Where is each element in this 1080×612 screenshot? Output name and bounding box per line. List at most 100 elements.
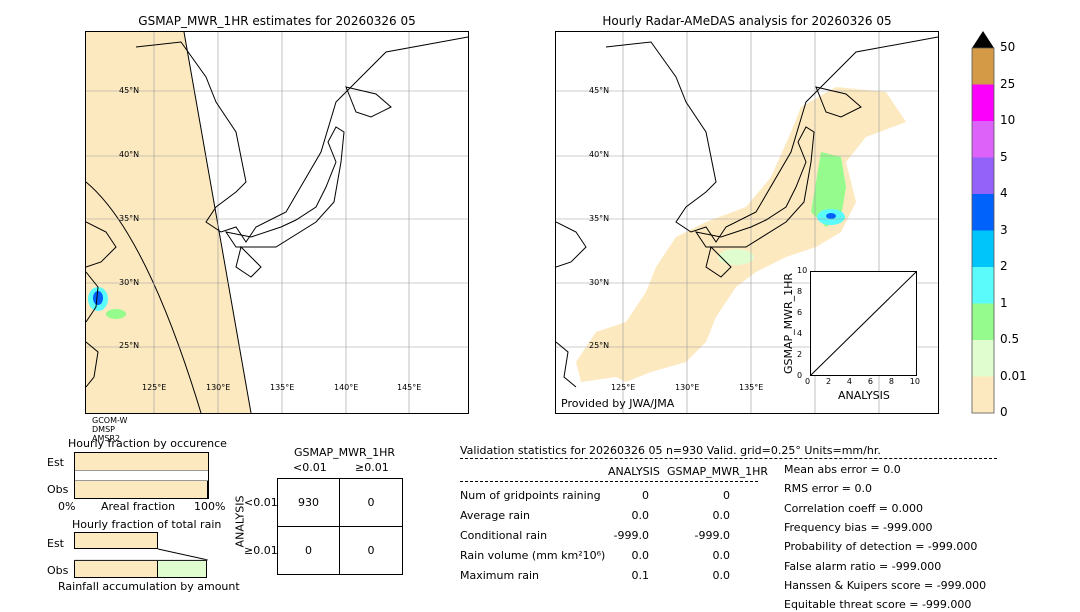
colorbar-segment bbox=[972, 340, 994, 377]
colorbar-segment bbox=[972, 84, 994, 121]
lon-label: 145°E bbox=[397, 383, 422, 392]
colorbar-label: 50 bbox=[1000, 40, 1016, 54]
score-line: Correlation coeff = 0.000 bbox=[784, 501, 923, 515]
tick: 4 bbox=[846, 377, 852, 386]
stat-gsmap-value: -999.0 bbox=[694, 529, 730, 542]
cell-false-alarm: 0 bbox=[340, 479, 402, 527]
colorbar-label: 1 bbox=[1000, 295, 1008, 310]
obs-label: Obs bbox=[47, 483, 69, 496]
stat-analysis-value: 0.1 bbox=[631, 569, 650, 582]
lat-label: 30°N bbox=[589, 278, 610, 287]
score-line: False alarm ratio = -999.000 bbox=[784, 559, 942, 573]
col-analysis: ANALYSIS bbox=[608, 465, 660, 478]
sensor-list: GCOM-W DMSP AMSR2 bbox=[92, 416, 128, 443]
lon-label: 135°E bbox=[739, 383, 764, 392]
colorbar bbox=[971, 31, 995, 414]
colorbar-segment bbox=[972, 303, 994, 340]
left-map-canvas bbox=[86, 32, 468, 413]
rain-accum-label: Rainfall accumulation by amount bbox=[58, 580, 240, 593]
colorbar-segment bbox=[972, 157, 994, 194]
inset-y-ticks: 0 2 4 6 8 10 bbox=[797, 266, 807, 380]
est-label: Est bbox=[47, 456, 64, 469]
stat-gsmap-value: 0.0 bbox=[712, 569, 731, 582]
stat-gsmap-value: 0.0 bbox=[712, 549, 731, 562]
tick: 2 bbox=[797, 350, 803, 359]
col-lt-label: <0.01 bbox=[293, 461, 327, 474]
contingency-table: 930 0 0 0 bbox=[277, 478, 403, 575]
est-label: Est bbox=[47, 537, 64, 550]
col-ge-label: ≥0.01 bbox=[355, 461, 389, 474]
lat-label: 45°N bbox=[119, 86, 140, 95]
lat-label: 30°N bbox=[119, 278, 140, 287]
lon-label: 140°E bbox=[334, 383, 359, 392]
inset-x-ticks: 0 2 4 6 8 10 bbox=[805, 377, 920, 386]
stat-gsmap-value: 0 bbox=[723, 489, 730, 502]
tick: 6 bbox=[797, 308, 803, 317]
colorbar-segment bbox=[972, 267, 994, 304]
occurrence-bar-chart bbox=[74, 452, 209, 499]
right-map[interactable]: 45°N 40°N 35°N 30°N 25°N 125°E 130°E 135… bbox=[555, 31, 939, 414]
lon-label: 125°E bbox=[611, 383, 636, 392]
scatter-inset bbox=[810, 271, 917, 376]
tick: 4 bbox=[797, 329, 803, 338]
rain-bar-chart bbox=[74, 532, 208, 578]
fraction-rain-title: Hourly fraction of total rain bbox=[72, 518, 222, 531]
inset-ylabel: GSMAP_MWR_1HR bbox=[782, 272, 796, 375]
score-line: Probability of detection = -999.000 bbox=[784, 540, 978, 554]
stat-analysis-value: 0.0 bbox=[631, 509, 650, 522]
tick: 10 bbox=[797, 266, 808, 275]
inset-xlabel: ANALYSIS bbox=[838, 389, 890, 402]
obs-label: Obs bbox=[47, 564, 69, 577]
divider bbox=[460, 458, 997, 459]
cell-hit-none: 930 bbox=[278, 479, 340, 527]
colorbar-segment bbox=[972, 121, 994, 158]
lon-label: 130°E bbox=[675, 383, 700, 392]
stat-analysis-value: 0.0 bbox=[631, 549, 650, 562]
score-line: Mean abs error = 0.0 bbox=[784, 463, 901, 476]
stat-label: Average rain bbox=[460, 509, 530, 522]
contingency-title: GSMAP_MWR_1HR bbox=[294, 446, 396, 459]
x-min-label: 0% bbox=[58, 500, 76, 513]
stat-label: Rain volume (mm km²10⁶) bbox=[460, 549, 606, 562]
colorbar-label: 0.5 bbox=[1000, 332, 1020, 346]
tick: 8 bbox=[797, 287, 803, 296]
col-gsmap: GSMAP_MWR_1HR bbox=[667, 465, 769, 478]
stat-gsmap-value: 0.0 bbox=[712, 509, 731, 522]
est-rain-bar bbox=[74, 532, 158, 549]
lat-label: 40°N bbox=[119, 150, 140, 159]
tick: 10 bbox=[909, 377, 920, 386]
left-map-title: GSMAP_MWR_1HR estimates for 20260326 05 bbox=[138, 14, 416, 28]
lat-label: 35°N bbox=[589, 214, 610, 223]
left-map[interactable]: 45°N 40°N 35°N 30°N 25°N 125°E 130°E 135… bbox=[85, 31, 469, 414]
colorbar-extend-arrow bbox=[972, 31, 994, 48]
colorbar-label: 2 bbox=[1000, 259, 1008, 273]
score-line: Equitable threat score = -999.000 bbox=[784, 598, 972, 612]
colorbar-segment bbox=[972, 376, 994, 413]
stat-analysis-value: -999.0 bbox=[613, 529, 649, 542]
obs-occurrence-bar bbox=[75, 480, 208, 498]
lat-label: 45°N bbox=[589, 86, 610, 95]
tick: 6 bbox=[867, 377, 873, 386]
lat-label: 25°N bbox=[119, 341, 140, 350]
est-occurrence-bar bbox=[75, 453, 208, 470]
divider bbox=[460, 481, 758, 482]
score-line: RMS error = 0.0 bbox=[784, 482, 872, 496]
tick: 0 bbox=[805, 377, 811, 386]
colorbar-segment bbox=[972, 48, 994, 85]
row-lt-label: <0.01 bbox=[244, 496, 278, 509]
stat-label: Num of gridpoints raining bbox=[460, 489, 601, 502]
divider bbox=[75, 480, 208, 481]
colorbar-label: 0.01 bbox=[1000, 368, 1027, 383]
stats-header: Validation statistics for 20260326 05 n=… bbox=[460, 444, 881, 457]
colorbar-segment bbox=[972, 194, 994, 231]
stat-analysis-value: 0 bbox=[642, 489, 649, 502]
score-line: Hanssen & Kuipers score = -999.000 bbox=[784, 578, 987, 592]
colorbar-segment bbox=[972, 230, 994, 267]
tick: 2 bbox=[825, 377, 832, 386]
lat-label: 40°N bbox=[589, 150, 610, 159]
row-ge-label: ≥0.01 bbox=[244, 544, 278, 557]
tick: 0 bbox=[797, 371, 803, 380]
credit-text: Provided by JWA/JMA bbox=[561, 397, 675, 410]
stat-label: Maximum rain bbox=[460, 569, 539, 582]
colorbar-label: 3 bbox=[1000, 222, 1008, 237]
